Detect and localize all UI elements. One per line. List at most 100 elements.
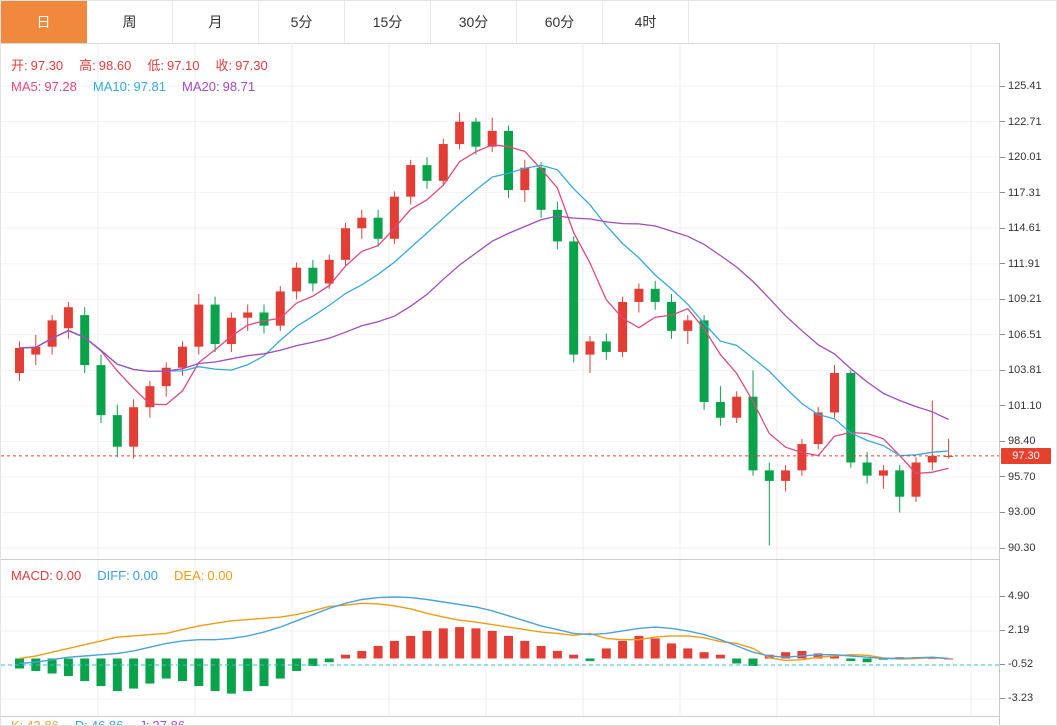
macd-bar [96,658,106,687]
candle [226,312,236,352]
y-axis-label: 4.90 [1000,590,1029,602]
kdj-panel-clipped: K: 43.86 D: 46.86 J: 37.86 [1,716,1001,726]
candle [830,365,839,418]
tab-day[interactable]: 日 [1,1,87,43]
macd-bar [487,630,497,659]
candle [569,236,579,363]
macd-bar [944,658,954,660]
macd-bar [813,653,823,659]
macd-bar [80,658,90,682]
tab-60min[interactable]: 60分 [517,1,603,43]
macd-bar [732,658,742,664]
macd-bar [601,648,611,659]
macd-legend-item: MACD: 0.00 [11,568,82,583]
macd-bar [927,657,937,659]
diff-line [19,596,949,665]
ma10-line [19,164,949,457]
macd-bar [178,658,187,682]
close-legend-item: 收: 97.30 [215,58,268,73]
macd-bar [846,658,856,661]
y-axis-label: 109.21 [1000,293,1042,305]
candle [650,280,660,310]
macd-bar [161,658,171,679]
macd-bar [324,658,334,663]
tab-month[interactable]: 月 [173,1,259,43]
candle [618,296,628,358]
macd-bar [308,658,318,667]
y-axis-label: 2.19 [1000,624,1029,636]
macd-bar [112,658,122,692]
y-axis-label: 98.40 [1000,435,1036,447]
candle [764,462,774,546]
macd-bar [194,658,204,687]
ma-legend: MA5: 97.28 MA10: 97.81 MA20: 98.71 [11,79,271,94]
candle [31,334,41,366]
y-axis-label: 122.71 [1000,116,1042,128]
macd-chart-canvas[interactable] [1,560,1001,716]
macd-bar [569,654,579,659]
macd-bar [715,654,725,659]
candle [878,465,888,489]
tab-week[interactable]: 周 [87,1,173,43]
tab-30min[interactable]: 30分 [431,1,517,43]
macd-bar [210,658,220,692]
macd-bar [536,645,546,659]
price-axis: 97.30 125.41 122.71 120.01 117.31 114.61 111.… [999,43,1056,725]
y-axis-label: 111.91 [1000,258,1040,270]
j-legend-item: J: 37.86 [139,718,186,726]
tab-15min[interactable]: 15分 [345,1,431,43]
candle [781,465,791,492]
y-axis-label: 95.70 [1000,471,1036,483]
ma5-legend-item: MA5: 97.28 [11,79,77,94]
y-axis-label: 114.61 [1000,222,1041,234]
low-legend-item: 低: 97.10 [147,58,200,73]
candle [178,341,187,376]
dea-line [19,602,949,662]
candle [145,380,155,418]
macd-bar [357,650,367,659]
candle [895,465,905,513]
tab-4hour[interactable]: 4时 [603,1,689,43]
ma20-legend-item: MA20: 98.71 [182,79,256,94]
macd-bar [634,635,644,659]
open-legend-item: 开: 97.30 [11,58,64,73]
candle [275,286,285,331]
y-axis-label: 101.10 [1000,400,1042,412]
macd-panel: MACD: 0.00 DIFF: 0.00 DEA: 0.00 [1,559,1001,716]
tab-5min[interactable]: 5分 [259,1,345,43]
macd-bar [504,635,513,659]
ohlc-legend: 开: 97.30 高: 98.60 低: 97.10 收: 97.30 [11,55,284,74]
candle [259,304,269,334]
main-chart-panel: 开: 97.30 高: 98.60 低: 97.10 收: 97.30 MA5: 97.28 MA… [1,43,1001,559]
y-axis-label: -0.52 [1000,658,1033,670]
candle [520,159,530,202]
macd-bar [650,638,660,659]
main-chart-canvas[interactable] [1,43,1001,559]
candle [422,157,432,189]
macd-bar [552,650,562,659]
d-legend-item: D: 46.86 [74,718,124,726]
candle [487,117,497,152]
candle [47,315,57,355]
candle [504,125,513,198]
candle [552,201,562,250]
kdj-legend: K: 43.86 D: 46.86 J: 37.86 [11,718,201,726]
y-axis-label: 125.41 [1000,80,1042,92]
macd-bar [585,658,595,661]
y-axis-label: 93.00 [1000,506,1036,518]
candle [373,209,383,247]
candle [80,307,90,373]
candle [341,222,350,266]
macd-bar [129,658,139,689]
tabbar: 日周月 5分 15分 30分 60分 4时 [1,1,1056,44]
diff-legend-item: DIFF: 0.00 [97,568,159,583]
candle [357,209,367,239]
macd-bar [699,652,709,659]
candle [732,391,742,424]
y-axis-label: 90.30 [1000,542,1036,554]
macd-bar [63,658,73,677]
candle [210,296,220,352]
ma5-line [19,144,949,475]
macd-bar [683,648,693,659]
